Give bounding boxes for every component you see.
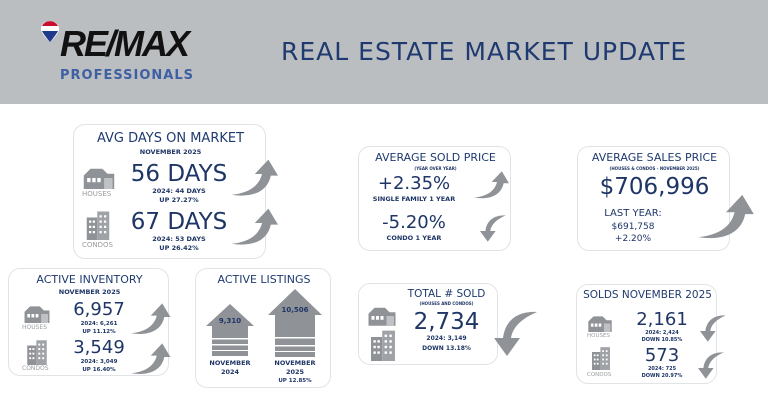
condo-icon [590, 346, 612, 370]
down-arrow-icon [690, 313, 728, 343]
condo-icon [369, 329, 397, 361]
condos-prev: 2024: 3,049 [80, 359, 118, 365]
condo-icon [25, 339, 49, 365]
condos-change: UP 16.40% [82, 367, 116, 373]
cur-arrow-bar [268, 289, 322, 357]
condos-value: 67 DAYS [130, 209, 228, 235]
condos-label: CONDOS [82, 241, 113, 249]
up-arrow-icon [128, 342, 172, 376]
total-sold-value: 2,734 [413, 309, 480, 335]
change-value: +2.20% [614, 234, 652, 244]
card-title: TOTAL # SOLD [407, 288, 486, 300]
house-icon [23, 305, 51, 323]
card-title: ACTIVE LISTINGS [217, 273, 311, 286]
condo-icon [84, 210, 112, 240]
houses-label: HOUSES [587, 333, 610, 339]
avg-sales-price-card: AVERAGE SALES PRICE (HOUSES & CONDOS - N… [577, 146, 730, 251]
condos-value: 3,549 [73, 337, 125, 358]
houses-change: UP 27.27% [159, 196, 199, 204]
solds-november-card: SOLDS NOVEMBER 2025 HOUSES 2,161 2024: 2… [576, 284, 717, 384]
up-arrow-icon [472, 170, 510, 200]
card-title: SOLDS NOVEMBER 2025 [583, 289, 712, 301]
house-icon [82, 167, 116, 189]
card-title: AVERAGE SOLD PRICE [375, 151, 496, 164]
condo-value: -5.20% [382, 212, 446, 233]
houses-prev: 2024: 6,261 [80, 321, 118, 327]
card-subtitle: (YEAR OVER YEAR) [414, 166, 457, 171]
condos-change: DOWN 20.97% [641, 373, 683, 379]
condos-prev: 2024: 725 [647, 366, 677, 372]
houses-change: UP 11.12% [82, 329, 116, 335]
prev-listings-value: 9,310 [218, 317, 242, 325]
house-icon [367, 306, 397, 326]
balloon-icon [41, 21, 59, 42]
last-year-label: LAST YEAR: [604, 208, 662, 219]
up-arrow-icon [128, 302, 172, 336]
houses-label: HOUSES [82, 190, 112, 198]
houses-change: DOWN 10.85% [641, 337, 683, 343]
logo-subtitle: PROFESSIONALS [60, 68, 194, 83]
prev-year: 2024 [220, 368, 240, 376]
up-arrow-icon [695, 193, 755, 241]
active-inventory-card: ACTIVE INVENTORY NOVEMBER 2025 HOUSES 6,… [8, 268, 169, 376]
condos-value: 573 [644, 345, 680, 366]
single-family-label: SINGLE FAMILY 1 YEAR [372, 195, 456, 203]
card-subtitle: NOVEMBER 2025 [58, 288, 121, 296]
last-year-value: $691,758 [611, 222, 655, 232]
page-title: REAL ESTATE MARKET UPDATE [281, 37, 688, 66]
houses-prev: 2024: 2,424 [645, 330, 679, 336]
cur-listings-value: 10,506 [281, 306, 309, 314]
prev-arrow-bar [206, 304, 254, 356]
up-arrow-icon [228, 207, 280, 247]
house-icon [587, 315, 613, 332]
card-title: AVG DAYS ON MARKET [96, 131, 245, 146]
card-title: AVERAGE SALES PRICE [591, 151, 718, 164]
total-sold-prev: 2024: 3,149 [426, 335, 467, 342]
prev-label: NOVEMBER [209, 359, 251, 367]
active-listings-card: ACTIVE LISTINGS 9,310 NOVEMBER 2024 10,5… [195, 268, 331, 388]
down-arrow-icon [478, 308, 540, 358]
header: RE/MAX PROFESSIONALS REAL ESTATE MARKET … [0, 0, 768, 104]
down-arrow-icon [470, 213, 508, 243]
houses-prev: 2024: 44 DAYS [152, 187, 206, 195]
down-arrow-icon [688, 350, 726, 380]
condos-change: UP 26.42% [159, 244, 199, 252]
total-sold-change: DOWN 13.18% [422, 345, 471, 352]
avg-sales-value: $706,996 [599, 174, 710, 200]
houses-value: 6,957 [73, 299, 125, 320]
total-sold-card: TOTAL # SOLD (HOUSES AND CONDOS) 2,734 2… [358, 283, 498, 365]
houses-value: 2,161 [636, 309, 688, 330]
single-family-value: +2.35% [377, 173, 451, 194]
avg-days-card: AVG DAYS ON MARKET NOVEMBER 2025 HOUSES … [73, 124, 266, 259]
cur-label: NOVEMBER [274, 359, 316, 367]
card-subtitle: (HOUSES & CONDOS - NOVEMBER 2025) [609, 166, 700, 171]
card-title: ACTIVE INVENTORY [36, 273, 143, 286]
cur-year: 2025 [285, 368, 305, 376]
logo-wordmark: RE/MAX [60, 23, 190, 64]
condos-prev: 2024: 53 DAYS [152, 235, 206, 243]
card-subtitle: (HOUSES AND CONDOS) [419, 301, 474, 306]
houses-value: 56 DAYS [130, 161, 228, 187]
listings-change: UP 12.85% [278, 378, 312, 384]
card-subtitle: NOVEMBER 2025 [139, 148, 202, 156]
houses-label: HOUSES [22, 324, 48, 331]
condos-label: CONDOS [587, 372, 612, 378]
up-arrow-icon [228, 158, 280, 198]
condos-label: CONDOS [22, 365, 49, 372]
condo-label: CONDO 1 YEAR [386, 234, 442, 242]
